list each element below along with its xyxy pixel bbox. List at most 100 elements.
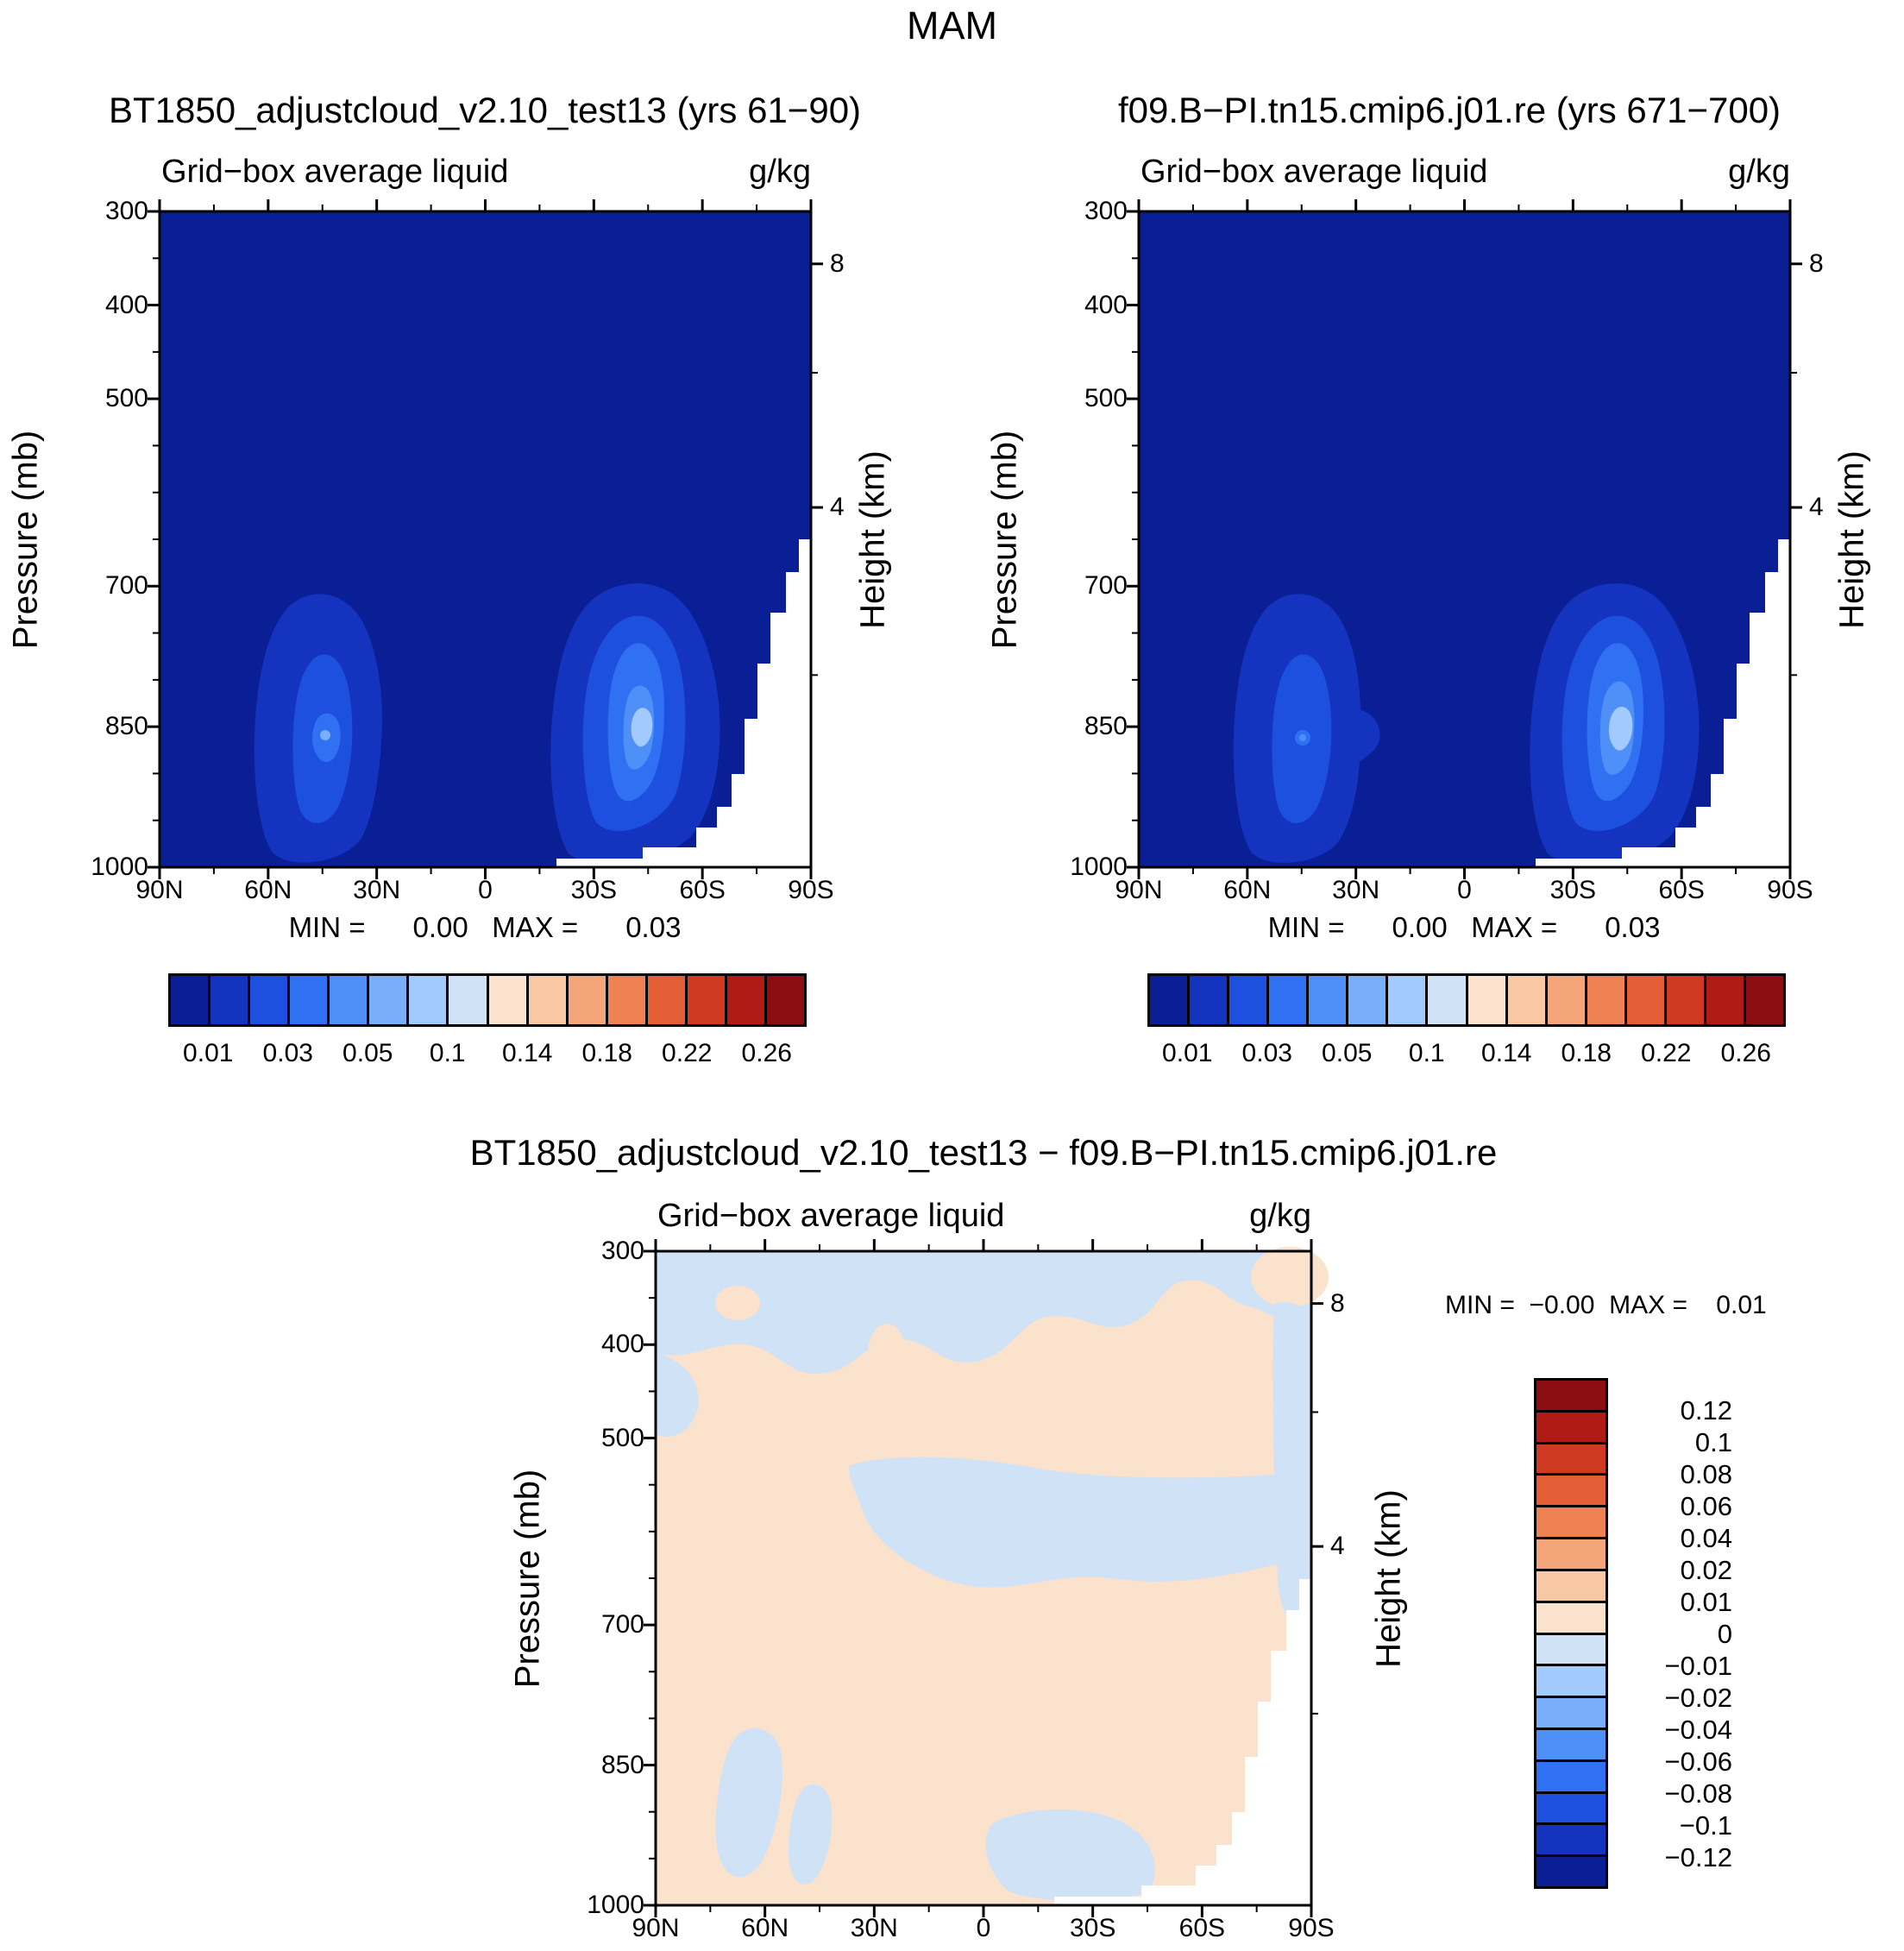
diff-positive-island-1 [1251,1247,1329,1307]
colorbar-tick-label: 0.03 [262,1039,313,1067]
pressure-tick-label: 700 [104,571,148,601]
lat-tick-label: 60N [741,1914,789,1942]
colorbar-tick-label: 0.01 [1162,1039,1213,1067]
colorbar-cell [287,976,328,1024]
colorbar-tick-label: 0.1 [429,1039,466,1067]
contour-nh-core [320,730,330,740]
pressure-axis-label: Pressure (mb) [985,430,1024,650]
colorbar-cell [1624,976,1664,1024]
lat-tick-label: 60N [244,876,292,904]
stats-top-right: MIN = 0.00 MAX = 0.03 [1267,911,1661,943]
colorbar-tick-label: 0.22 [1641,1039,1692,1067]
colorbar-cell [367,976,407,1024]
lat-tick-label: 90S [788,876,834,904]
colorbar-cell [1536,1696,1606,1728]
diff-colorbar-tick-label: 0.02 [1680,1555,1732,1585]
colorbar-tick-label: 0.14 [1481,1039,1532,1067]
colorbar-cell [1536,1632,1606,1665]
height-tick-label: 4 [1809,493,1824,522]
pressure-tick-label: 700 [600,1610,644,1639]
plot-frame [654,1249,1313,1907]
height-axis-label: Height (km) [1832,450,1871,629]
colorbar-cell [1465,976,1505,1024]
lat-tick-label: 90S [1767,876,1813,904]
lat-tick-label: 0 [478,876,493,904]
pressure-tick-label: 400 [104,290,148,319]
panel-top-right-units: g/kg [1728,154,1790,190]
colorbar-cell [1536,1537,1606,1569]
pressure-axis-label: Pressure (mb) [6,430,45,650]
colorbar-cell [486,976,526,1024]
diff-colorbar-tick-label: −0.06 [1664,1746,1732,1777]
pressure-tick-label: 1000 [91,853,148,881]
lat-tick-label: 60S [1658,876,1705,904]
panel-top-right-field-title: Grid−box average liquid [1141,154,1488,190]
colorbar-tick-label: 0.22 [662,1039,713,1067]
contour-nh-core [1299,734,1306,741]
colorbar-tick-label: 0.26 [1720,1039,1771,1067]
colorbar-tick-label: 0.05 [1322,1039,1373,1067]
diff-colorbar-tick-label: −0.02 [1664,1683,1732,1713]
season-title: MAM [907,3,997,47]
colorbar-cell [1536,1409,1606,1442]
pressure-tick-label: 500 [600,1423,644,1452]
colorbar-cell [208,976,248,1024]
pressure-tick-label: 850 [104,712,148,741]
pressure-tick-label: 300 [104,197,148,225]
diff-negative-patch-2 [789,1784,833,1885]
lat-tick-label: 30S [570,876,618,904]
colorbar-top-left [168,973,807,1027]
colorbar-cell [1227,976,1267,1024]
colorbar-tick-label: 0.18 [1561,1039,1612,1067]
diff-negative-upper-band [656,1251,1311,1375]
terrain-mask [1536,539,1790,867]
lat-tick-label: 30N [850,1914,898,1942]
diff-colorbar-tick-label: 0.01 [1680,1587,1732,1617]
colorbar-cell [565,976,606,1024]
plot-frame [158,210,813,869]
colorbar-cell [1536,1854,1606,1886]
diff-negative-right-strip [1272,1301,1311,1627]
colorbar-cell [1536,1759,1606,1791]
colorbar-tick-label: 0.18 [581,1039,632,1067]
height-tick-label: 8 [1330,1288,1345,1318]
lat-tick-label: 60N [1223,876,1272,904]
contour-plot-difference [644,1239,1329,1917]
height-axis-label: Height (km) [1369,1489,1408,1668]
colorbar-cell [327,976,368,1024]
lat-tick-label: 30S [1069,1914,1116,1942]
diff-negative-left-lobe [656,1353,699,1437]
terrain-mask [1054,1579,1311,1905]
lat-tick-label: 60S [1178,1914,1226,1942]
contour-plot-top-left [148,199,823,879]
diff-negative-patch-1 [715,1728,782,1878]
colorbar-cell [1536,1381,1606,1410]
pressure-axis-label: Pressure (mb) [508,1469,547,1689]
pressure-tick-label: 500 [104,384,148,413]
pressure-tick-label: 700 [1084,571,1128,601]
pressure-tick-label: 850 [1084,712,1128,741]
diff-colorbar-tick-label: 0.12 [1680,1395,1732,1425]
colorbar-tick-label: 0.14 [502,1039,553,1067]
diff-colorbar-tick-label: 0.1 [1694,1427,1732,1457]
pressure-tick-label: 300 [1084,197,1128,225]
lat-tick-label: 90S [1288,1914,1335,1942]
colorbar-cell [1536,1664,1606,1696]
lat-tick-label: 0 [1457,876,1472,904]
diff-negative-mid-band [848,1457,1311,1588]
colorbar-cell [248,976,288,1024]
contour-sh-core [631,708,653,747]
colorbar-top-right [1147,973,1786,1027]
lat-tick-label: 90N [632,1914,680,1942]
colorbar-cell [1505,976,1545,1024]
colorbar-cell [525,976,566,1024]
colorbar-cell [1536,1822,1606,1855]
height-axis-label: Height (km) [853,450,892,629]
colorbar-cell [644,976,685,1024]
lat-tick-label: 30N [353,876,401,904]
diff-colorbar [1534,1378,1608,1889]
height-tick-label: 4 [1330,1532,1345,1561]
colorbar-cell [1306,976,1347,1024]
colorbar-tick-label: 0.26 [741,1039,792,1067]
pressure-tick-label: 500 [1084,384,1128,413]
